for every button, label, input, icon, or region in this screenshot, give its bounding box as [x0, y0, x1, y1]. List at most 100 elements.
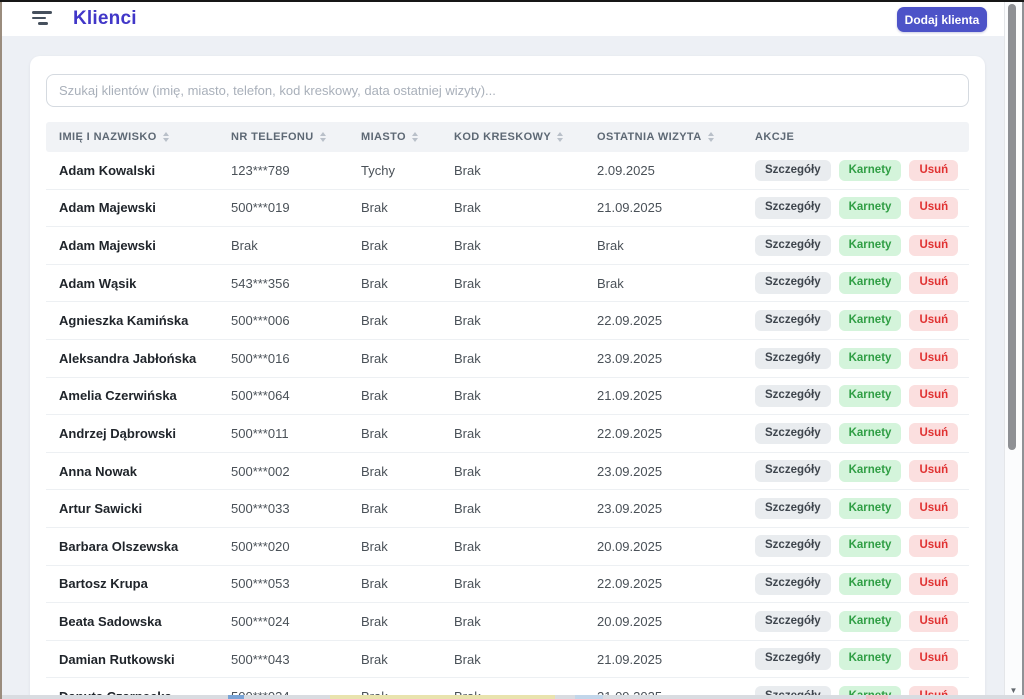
row-actions: Szczegóły Karnety Usuń	[755, 234, 959, 257]
scrollbar-down-arrow-icon[interactable]: ▼	[1009, 686, 1018, 695]
client-phone: 500***011	[231, 425, 289, 441]
scrollbar-thumb[interactable]	[1008, 4, 1016, 450]
usun-button[interactable]: Usuń	[909, 197, 959, 219]
sort-up-arrow-icon	[557, 132, 564, 136]
sort-down-arrow-icon	[707, 138, 714, 142]
details-button[interactable]: Szczegóły	[755, 535, 831, 557]
usun-button[interactable]: Usuń	[909, 272, 959, 294]
details-button[interactable]: Szczegóły	[755, 347, 831, 370]
column-header[interactable]: MIASTO	[361, 131, 454, 143]
search-input[interactable]	[46, 74, 969, 107]
column-header[interactable]: KOD KRESKOWY	[454, 131, 597, 143]
column-header[interactable]: OSTATNIA WIZYTA	[597, 131, 755, 143]
usun-button[interactable]: Usuń	[909, 159, 959, 182]
sort-up-arrow-icon	[319, 132, 326, 136]
client-phone: 500***016	[231, 350, 290, 366]
client-phone: 500***064	[231, 388, 290, 404]
details-button[interactable]: Szczegóły	[755, 234, 831, 257]
details-button[interactable]: Szczegóły	[755, 309, 831, 332]
client-last-visit: 2.09.2025	[597, 162, 655, 178]
details-button[interactable]: Szczegóły	[755, 648, 831, 670]
details-button[interactable]: Szczegóły	[755, 460, 831, 482]
table-row: Barbara Olszewska 500***020 Brak Brak 20.09.…	[46, 528, 969, 566]
sort-icon[interactable]	[162, 132, 169, 142]
client-last-visit: 22.09.2025	[597, 425, 663, 441]
sort-icon[interactable]	[411, 132, 418, 142]
client-city: Brak	[361, 313, 388, 329]
sort-icon[interactable]	[557, 132, 564, 142]
karnety-button[interactable]: Karnety	[838, 460, 902, 482]
karnety-button[interactable]: Karnety	[838, 309, 902, 332]
table-row: Adam Wąsik 543***356 Brak Brak Brak Szczegóły…	[46, 265, 969, 303]
client-last-visit: 20.09.2025	[597, 613, 663, 629]
sort-down-arrow-icon	[557, 138, 564, 142]
table-row: Anna Nowak 500***002 Brak Brak 23.09.2025 Szc…	[46, 453, 969, 491]
usun-button[interactable]: Usuń	[909, 347, 959, 370]
details-button[interactable]: Szczegóły	[755, 573, 831, 595]
karnety-button[interactable]: Karnety	[838, 573, 902, 595]
details-button[interactable]: Szczegóły	[755, 385, 831, 407]
karnety-button[interactable]: Karnety	[838, 272, 902, 294]
column-header-label: KOD KRESKOWY	[454, 131, 552, 143]
client-name: Beata Sadowska	[59, 613, 162, 629]
usun-button[interactable]: Usuń	[909, 573, 959, 595]
karnety-button[interactable]: Karnety	[838, 159, 902, 182]
karnety-button[interactable]: Karnety	[838, 197, 902, 219]
client-last-visit: 21.09.2025	[597, 689, 755, 699]
karnety-button[interactable]: Karnety	[838, 234, 902, 257]
client-name: Damian Rutkowski	[59, 651, 175, 667]
row-actions: Szczegóły Karnety Usuń	[755, 648, 959, 670]
usun-button[interactable]: Usuń	[909, 648, 959, 670]
details-button[interactable]: Szczegóły	[755, 159, 831, 182]
details-button[interactable]: Szczegóły	[755, 497, 831, 520]
karnety-button[interactable]: Karnety	[838, 422, 902, 445]
client-city: Brak	[361, 350, 388, 366]
column-header[interactable]: IMIĘ I NAZWISKO	[59, 131, 231, 143]
column-header[interactable]: NR TELEFONU	[231, 131, 361, 143]
usun-button[interactable]: Usuń	[909, 422, 959, 445]
client-barcode: Brak	[454, 501, 481, 517]
karnety-button[interactable]: Karnety	[838, 385, 902, 407]
sort-up-arrow-icon	[707, 132, 714, 136]
usun-button[interactable]: Usuń	[909, 497, 959, 520]
sort-up-arrow-icon	[162, 132, 169, 136]
table-row: Artur Sawicki 500***033 Brak Brak 23.09.2025…	[46, 490, 969, 528]
details-button[interactable]: Szczegóły	[755, 272, 831, 294]
vertical-scrollbar[interactable]: ▼	[1004, 2, 1024, 699]
usun-button[interactable]: Usuń	[909, 385, 959, 407]
sort-icon[interactable]	[707, 132, 714, 142]
client-barcode: Brak	[454, 613, 481, 629]
row-actions: Szczegóły Karnety Usuń	[755, 460, 959, 482]
karnety-button[interactable]: Karnety	[838, 535, 902, 557]
client-last-visit: 21.09.2025	[597, 651, 663, 667]
karnety-button[interactable]: Karnety	[838, 648, 902, 670]
usun-button[interactable]: Usuń	[909, 460, 959, 482]
column-header-label: AKCJE	[755, 131, 795, 143]
client-phone: 500***043	[231, 651, 290, 667]
sort-up-arrow-icon	[411, 132, 418, 136]
usun-button[interactable]: Usuń	[909, 309, 959, 332]
client-name: Adam Majewski	[59, 237, 156, 253]
client-city: Brak	[361, 538, 388, 554]
row-actions: Szczegóły Karnety Usuń	[755, 347, 959, 370]
bottom-edge-strip	[0, 695, 1024, 699]
details-button[interactable]: Szczegóły	[755, 422, 831, 445]
karnety-button[interactable]: Karnety	[838, 497, 902, 520]
client-city: Tychy	[361, 162, 395, 178]
row-actions: Szczegóły Karnety Usuń	[755, 272, 959, 294]
details-button[interactable]: Szczegóły	[755, 197, 831, 219]
karnety-button[interactable]: Karnety	[838, 347, 902, 370]
client-barcode: Brak	[454, 425, 481, 441]
table-row: Adam Majewski 500***019 Brak Brak 21.09.2025…	[46, 190, 969, 228]
add-client-button[interactable]: Dodaj klienta	[897, 7, 987, 32]
column-header-label: OSTATNIA WIZYTA	[597, 131, 702, 143]
details-button[interactable]: Szczegóły	[755, 610, 831, 633]
usun-button[interactable]: Usuń	[909, 610, 959, 633]
usun-button[interactable]: Usuń	[909, 234, 959, 257]
client-last-visit: 21.09.2025	[597, 200, 663, 216]
sort-icon[interactable]	[319, 132, 326, 142]
usun-button[interactable]: Usuń	[909, 535, 959, 557]
menu-icon[interactable]	[32, 11, 54, 27]
karnety-button[interactable]: Karnety	[838, 610, 902, 633]
client-barcode: Brak	[454, 689, 597, 699]
